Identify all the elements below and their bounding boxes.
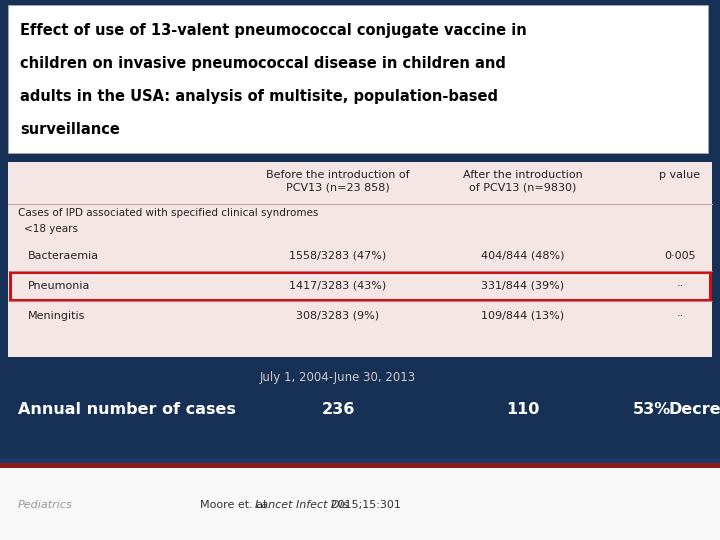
Text: p value: p value [660, 170, 701, 180]
Text: ··: ·· [676, 311, 683, 321]
Text: July 1, 2004-June 30, 2013: July 1, 2004-June 30, 2013 [260, 371, 416, 384]
Text: Before the introduction of
PCV13 (n=23 858): Before the introduction of PCV13 (n=23 8… [266, 170, 410, 193]
Text: 331/844 (39%): 331/844 (39%) [482, 281, 564, 291]
Text: 110: 110 [506, 402, 540, 416]
Text: 404/844 (48%): 404/844 (48%) [481, 251, 564, 261]
Text: Moore et. al.: Moore et. al. [200, 500, 274, 510]
Text: Annual number of cases: Annual number of cases [18, 402, 236, 416]
Text: Pediatrics: Pediatrics [18, 500, 73, 510]
Text: children on invasive pneumococcal disease in children and: children on invasive pneumococcal diseas… [20, 56, 506, 71]
Text: adults in the USA: analysis of multisite, population-based: adults in the USA: analysis of multisite… [20, 89, 498, 104]
Bar [0, 468, 720, 540]
Bar [8, 162, 712, 357]
Text: After the introduction
of PCV13 (n=9830): After the introduction of PCV13 (n=9830) [463, 170, 583, 193]
Text: 53%: 53% [633, 402, 671, 416]
Text: Lancet Infect Dis: Lancet Infect Dis [255, 500, 348, 510]
Bar [0, 458, 720, 464]
Text: Decrease: Decrease [668, 402, 720, 416]
Text: <18 years: <18 years [24, 224, 78, 234]
Bar [0, 463, 720, 468]
Text: 236: 236 [321, 402, 355, 416]
Text: Bacteraemia: Bacteraemia [28, 251, 99, 261]
Bar [8, 5, 708, 153]
Text: 109/844 (13%): 109/844 (13%) [482, 311, 564, 321]
Text: surveillance: surveillance [20, 122, 120, 137]
Text: 2015;15:301: 2015;15:301 [327, 500, 401, 510]
Text: Pneumonia: Pneumonia [28, 281, 91, 291]
Text: 308/3283 (9%): 308/3283 (9%) [297, 311, 379, 321]
Text: 1558/3283 (47%): 1558/3283 (47%) [289, 251, 387, 261]
Bar [10, 272, 710, 300]
Bar [0, 458, 720, 463]
Text: 1417/3283 (43%): 1417/3283 (43%) [289, 281, 387, 291]
Text: Effect of use of 13-valent pneumococcal conjugate vaccine in: Effect of use of 13-valent pneumococcal … [20, 23, 527, 38]
Text: Cases of IPD associated with specified clinical syndromes: Cases of IPD associated with specified c… [18, 208, 318, 218]
Text: ··: ·· [676, 281, 683, 291]
Text: Meningitis: Meningitis [28, 311, 86, 321]
Text: 0·005: 0·005 [664, 251, 696, 261]
